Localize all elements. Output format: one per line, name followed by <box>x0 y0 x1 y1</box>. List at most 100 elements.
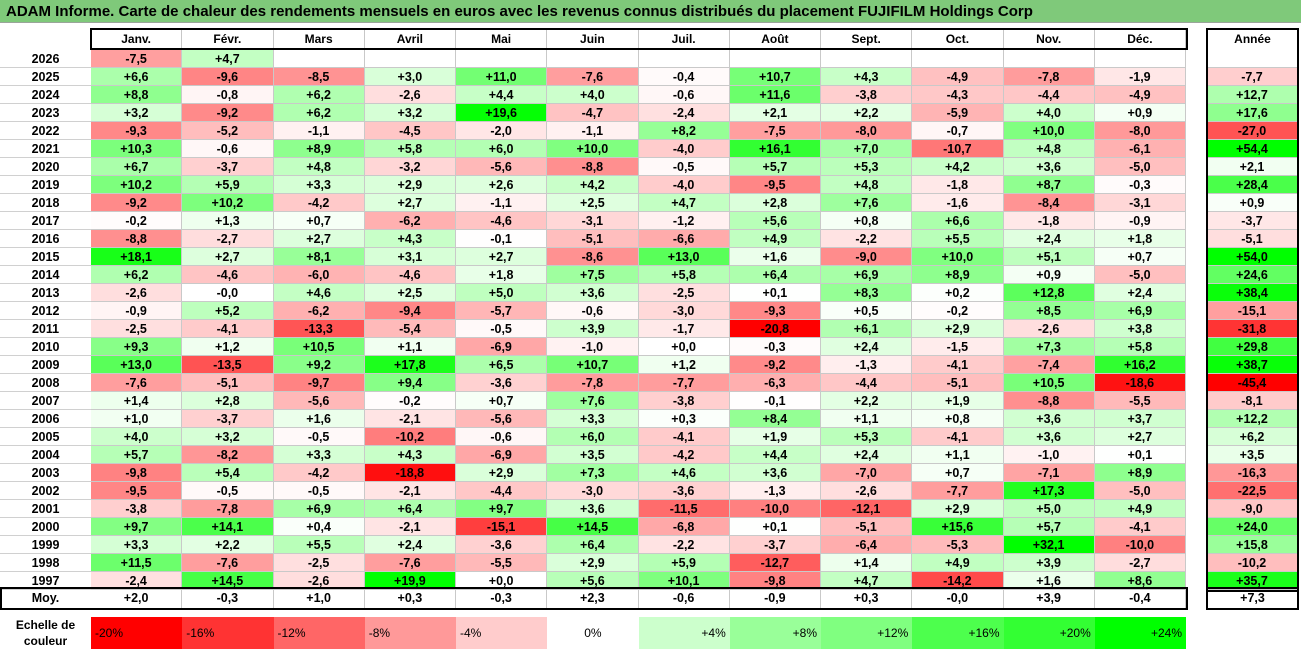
annual-cell: -7,7 <box>1207 68 1298 86</box>
heatmap-cell: -9,5 <box>729 176 821 194</box>
color-scale-swatch: +8% <box>729 617 821 649</box>
heatmap-cell: -0,3 <box>1094 176 1186 194</box>
heatmap-cell: +4,9 <box>912 554 1004 572</box>
heatmap-cell: -0,6 <box>638 86 730 104</box>
heatmap-cell: -3,7 <box>182 410 274 428</box>
heatmap-cell: -12,1 <box>821 500 913 518</box>
year-label: 2004 <box>0 446 91 464</box>
heatmap-cell: +2,1 <box>729 104 821 122</box>
heatmap-cell: +1,4 <box>821 554 913 572</box>
heatmap-cell: +3,1 <box>364 248 456 266</box>
heatmap-cell: +5,6 <box>729 212 821 230</box>
heatmap-cell: -5,1 <box>182 374 274 392</box>
heatmap-cell <box>638 50 730 68</box>
annual-cell: +38,7 <box>1207 356 1298 374</box>
year-label: 2013 <box>0 284 91 302</box>
heatmap-cell: +4,0 <box>547 86 639 104</box>
heatmap-cell: +5,5 <box>912 230 1004 248</box>
heatmap-cell: +4,7 <box>821 572 913 590</box>
annual-cell: +38,4 <box>1207 284 1298 302</box>
heatmap-cell: -2,4 <box>638 104 730 122</box>
heatmap-cell: -9,3 <box>729 302 821 320</box>
heatmap-cell: -8,8 <box>1003 392 1095 410</box>
heatmap-cell: -7,6 <box>91 374 183 392</box>
year-label: 2002 <box>0 482 91 500</box>
heatmap-cell: +10,2 <box>91 176 183 194</box>
heatmap-cell: +5,2 <box>182 302 274 320</box>
month-header: Oct. <box>912 29 1004 49</box>
annual-cell: +24,6 <box>1207 266 1298 284</box>
heatmap-cell: +14,5 <box>182 572 274 590</box>
heatmap-cell: +4,0 <box>1003 104 1095 122</box>
report-title: ADAM Informe. Carte de chaleur des rende… <box>0 0 1301 23</box>
heatmap-cell: +3,6 <box>1003 410 1095 428</box>
heatmap-cell <box>364 50 456 68</box>
heatmap-cell: -6,9 <box>456 338 548 356</box>
annual-cell: +6,2 <box>1207 428 1298 446</box>
annual-cell: +54,0 <box>1207 248 1298 266</box>
heatmap-cell: +3,3 <box>273 446 365 464</box>
annual-cell: -45,4 <box>1207 374 1298 392</box>
heatmap-cell: -5,9 <box>912 104 1004 122</box>
heatmap-cell: -3,6 <box>456 536 548 554</box>
heatmap-cell: -1,5 <box>912 338 1004 356</box>
heatmap-cell: -8,2 <box>182 446 274 464</box>
heatmap-cell: +2,2 <box>821 104 913 122</box>
heatmap-cell: -0,5 <box>182 482 274 500</box>
heatmap-cell: +3,7 <box>1094 410 1186 428</box>
heatmap-cell: +3,2 <box>182 428 274 446</box>
heatmap-cell: -6,0 <box>273 266 365 284</box>
heatmap-cell: +1,2 <box>638 356 730 374</box>
heatmap-cell: +1,1 <box>364 338 456 356</box>
heatmap-cell: -2,4 <box>91 572 183 590</box>
heatmap-cell: +4,2 <box>912 158 1004 176</box>
annual-cell: +28,4 <box>1207 176 1298 194</box>
heatmap-cell: -1,9 <box>1094 68 1186 86</box>
heatmap-cell: -7,6 <box>547 68 639 86</box>
heatmap-cell: -1,0 <box>1003 446 1095 464</box>
month-header: Avril <box>365 29 456 49</box>
heatmap-cell: -9,0 <box>821 248 913 266</box>
heatmap-cell: +1,9 <box>729 428 821 446</box>
average-annual-cell: +7,3 <box>1240 591 1265 605</box>
year-label: 2005 <box>0 428 91 446</box>
heatmap-cell: -7,7 <box>912 482 1004 500</box>
month-header: Janv. <box>91 29 183 49</box>
heatmap-cell: +17,3 <box>1003 482 1095 500</box>
heatmap-cell: +0,2 <box>912 284 1004 302</box>
heatmap-cell: +13,0 <box>638 248 730 266</box>
annual-cell: -9,0 <box>1207 500 1298 518</box>
heatmap-cell: -0,6 <box>456 428 548 446</box>
heatmap-cell: -4,2 <box>273 194 365 212</box>
heatmap-cell: -10,2 <box>364 428 456 446</box>
heatmap-cell: -15,1 <box>456 518 548 536</box>
heatmap-cell: -8,6 <box>547 248 639 266</box>
annual-cell: -27,0 <box>1207 122 1298 140</box>
heatmap-cell: -2,5 <box>273 554 365 572</box>
heatmap-cell: +1,6 <box>729 248 821 266</box>
heatmap-cell: -7,8 <box>1003 68 1095 86</box>
heatmap-cell: -0,5 <box>273 428 365 446</box>
heatmap-cell: -4,2 <box>638 446 730 464</box>
heatmap-cell: +2,9 <box>912 500 1004 518</box>
heatmap-cell: -13,3 <box>273 320 365 338</box>
heatmap-cell: +4,4 <box>456 86 548 104</box>
heatmap-cell: -4,6 <box>182 266 274 284</box>
heatmap-cell: +5,8 <box>364 140 456 158</box>
annual-cell: +3,5 <box>1207 446 1298 464</box>
heatmap-cell: -5,0 <box>1094 266 1186 284</box>
heatmap-cell: -0,2 <box>91 212 183 230</box>
annual-cell: +2,1 <box>1207 158 1298 176</box>
year-label: 2023 <box>0 104 91 122</box>
heatmap-cell: -18,6 <box>1094 374 1186 392</box>
heatmap-cell: +11,5 <box>91 554 183 572</box>
heatmap-cell: +0,0 <box>456 572 548 590</box>
heatmap-cell: +18,1 <box>91 248 183 266</box>
heatmap-cell: +3,5 <box>547 446 639 464</box>
heatmap-cell: -4,7 <box>547 104 639 122</box>
heatmap-cell: -9,7 <box>273 374 365 392</box>
heatmap-cell: +8,6 <box>1094 572 1186 590</box>
heatmap-cell: -3,0 <box>547 482 639 500</box>
heatmap-cell: -9,8 <box>91 464 183 482</box>
heatmap-cell: +2,4 <box>364 536 456 554</box>
